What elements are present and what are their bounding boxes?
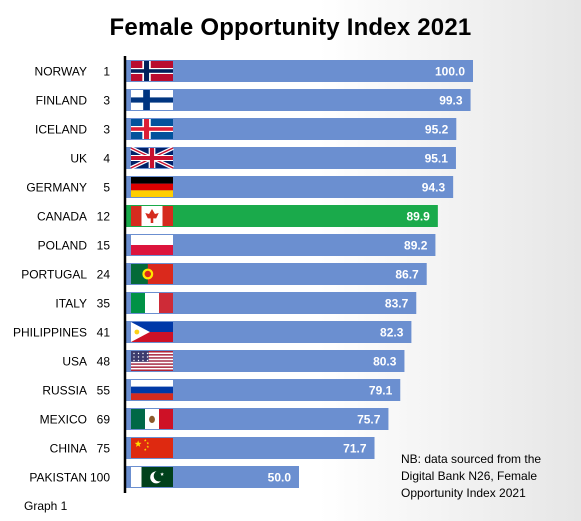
rank-label: 12 [97,210,111,224]
category-label: MEXICO [40,413,87,427]
data-label: 89.9 [406,210,430,224]
rank-label: 5 [103,181,110,195]
usa-flag-icon [131,351,173,371]
data-label: 75.7 [357,413,381,427]
rank-label: 55 [97,384,111,398]
iceland-flag-icon [131,119,173,139]
rank-label: 35 [97,297,111,311]
bar-poland [125,234,436,256]
bar-iceland [125,118,457,140]
data-label: 79.1 [369,384,393,398]
data-label: 89.2 [404,239,428,253]
rank-label: 1 [103,65,110,79]
bar-russia [125,379,401,401]
canada-flag-icon [131,206,173,226]
data-label: 95.1 [425,152,449,166]
data-label: 82.3 [380,326,404,340]
bar-italy [125,292,417,314]
poland-flag-icon [131,235,173,255]
mexico-flag-icon [131,409,173,429]
bar-philippines [125,321,412,343]
source-note-line: Digital Bank N26, Female [401,469,538,483]
category-label: GERMANY [26,181,87,195]
philippines-flag-icon [131,322,173,342]
bar-portugal [125,263,427,285]
bar-finland [125,89,471,111]
source-note-line: Opportunity Index 2021 [401,486,526,500]
norway-flag-icon [131,61,173,81]
data-label: 83.7 [385,297,409,311]
italy-flag-icon [131,293,173,313]
bar-canada [125,205,438,227]
category-label: PORTUGAL [21,268,87,282]
category-label: ITALY [55,297,87,311]
category-label: USA [62,355,87,369]
graph-caption: Graph 1 [24,499,68,513]
bar-norway [125,60,473,82]
rank-label: 3 [103,94,110,108]
category-label: NORWAY [35,65,87,79]
finland-flag-icon [131,90,173,110]
data-label: 71.7 [343,442,367,456]
data-label: 86.7 [395,268,419,282]
chart-title: Female Opportunity Index 2021 [109,14,472,41]
rank-label: 15 [97,239,111,253]
bar-mexico [125,408,389,430]
data-label: 80.3 [373,355,397,369]
rank-label: 3 [103,123,110,137]
germany-flag-icon [131,177,173,197]
bar-germany [125,176,454,198]
rank-label: 100 [90,471,110,485]
bar-china [125,437,375,459]
data-label: 50.0 [268,471,292,485]
uk-flag-icon [130,146,174,170]
rank-label: 48 [97,355,111,369]
category-label: PAKISTAN [29,471,87,485]
rank-label: 24 [97,268,111,282]
category-label: CHINA [50,442,87,456]
category-label: ICELAND [35,123,87,137]
source-note-line: NB: data sourced from the [401,452,542,466]
category-label: POLAND [38,239,88,253]
rank-label: 69 [97,413,111,427]
source-note: NB: data sourced from the Digital Bank N… [401,451,576,502]
data-label: 95.2 [425,123,449,137]
bar-uk [125,147,456,169]
data-label: 99.3 [439,94,463,108]
rank-label: 4 [103,152,110,166]
category-label: RUSSIA [42,384,87,398]
china-flag-icon [131,438,173,458]
category-label: UK [70,152,87,166]
pakistan-flag-icon [131,467,173,487]
bar-usa [125,350,405,372]
category-label: FINLAND [36,94,88,108]
category-label: CANADA [37,210,87,224]
rank-label: 41 [97,326,111,340]
category-label: PHILIPPINES [13,326,87,340]
rank-label: 75 [97,442,111,456]
data-label: 100.0 [435,65,465,79]
data-label: 94.3 [422,181,446,195]
portugal-flag-icon [131,264,173,284]
russia-flag-icon [131,380,173,400]
